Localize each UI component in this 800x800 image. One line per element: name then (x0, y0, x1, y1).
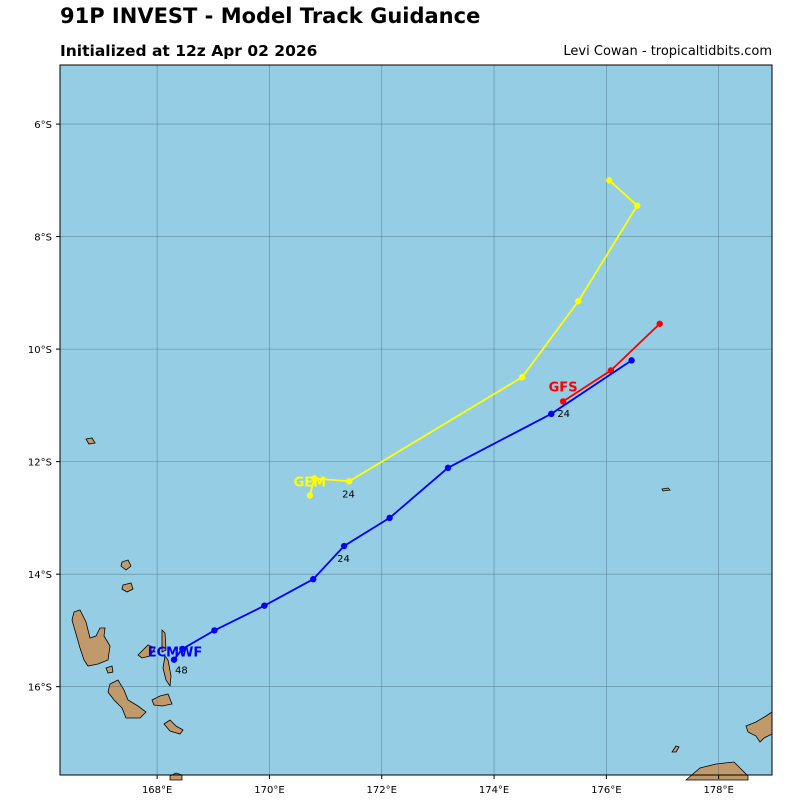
y-tick-label: 6°S (34, 120, 52, 131)
x-tick-label: 178°E (703, 785, 733, 796)
map-frame (59, 64, 773, 776)
gem-track-point (518, 374, 526, 381)
gfs-track: GFS (549, 320, 663, 405)
ecmwf-track-line (173, 359, 633, 661)
x-tick-label: 172°E (367, 785, 397, 796)
gem-track-point (306, 492, 314, 499)
ecmwf-hour-label: 24 (557, 409, 570, 420)
island-pentecost (162, 655, 172, 688)
credit-text: Levi Cowan - tropicaltidbits.com (563, 44, 772, 59)
ecmwf-track-point (628, 357, 635, 364)
model-tracks: GFS 24 24 48 ECMWF 24 GEM (148, 177, 663, 677)
island-espiritu-santo (71, 609, 111, 667)
ecmwf-track-point (340, 542, 348, 550)
y-tick-label: 10°S (28, 345, 52, 356)
x-tick-label: 168°E (142, 785, 172, 796)
ecmwf-model-label: ECMWF (148, 646, 203, 661)
axis-ticks: 168°E 170°E 172°E 174°E 176°E 178°E 6°S 8°S 10°S… (28, 120, 734, 796)
x-tick-label: 174°E (479, 785, 509, 796)
gem-hour-label: 24 (342, 489, 355, 500)
island-ambae (137, 644, 156, 659)
y-tick-label: 16°S (28, 683, 52, 694)
ecmwf-track-point (444, 464, 452, 472)
island-malekula (107, 679, 147, 719)
x-tick-label: 176°E (591, 785, 621, 796)
gem-track: 24 GEM (294, 177, 641, 500)
island-tuvalu (661, 487, 671, 492)
gfs-track-point (559, 398, 567, 405)
x-tick-label: 170°E (254, 785, 284, 796)
y-tick-label: 8°S (34, 233, 52, 244)
gem-track-point (605, 177, 613, 184)
island-maewo (161, 629, 167, 653)
ecmwf-hour-label: 24 (337, 554, 350, 565)
ecmwf-hour-label: 48 (175, 666, 188, 677)
ecmwf-track-point (179, 645, 186, 653)
gem-track-point (345, 478, 353, 485)
chart-subtitle: Initialized at 12z Apr 02 2026 (60, 42, 318, 60)
gfs-track-point (656, 320, 663, 327)
gfs-model-label: GFS (549, 380, 578, 395)
island-epi (163, 719, 184, 735)
ecmwf-track-point (170, 656, 178, 663)
chart-title: 91P INVEST - Model Track Guidance (60, 4, 481, 28)
ecmwf-track-point (386, 514, 393, 522)
ecmwf-track-point (548, 410, 555, 418)
island-rotuma (671, 745, 680, 753)
island-small-north-1 (85, 437, 96, 445)
gem-model-label: GEM (294, 475, 327, 490)
ecmwf-track-point (261, 602, 268, 609)
ocean-background (60, 65, 772, 775)
gridlines (60, 65, 772, 775)
island-small-north-2 (120, 559, 132, 571)
island-small-north-3 (121, 582, 134, 593)
ecmwf-track-point (211, 627, 218, 634)
y-tick-label: 14°S (28, 570, 52, 581)
island-malo (105, 665, 114, 674)
ecmwf-track-point (310, 576, 317, 583)
gem-track-point (575, 298, 582, 305)
island-vanua-levu (745, 711, 773, 743)
ecmwf-track: 24 24 48 ECMWF (148, 357, 635, 677)
gem-track-point (634, 202, 641, 209)
y-tick-label: 12°S (28, 458, 52, 469)
gem-track-point (311, 475, 318, 482)
